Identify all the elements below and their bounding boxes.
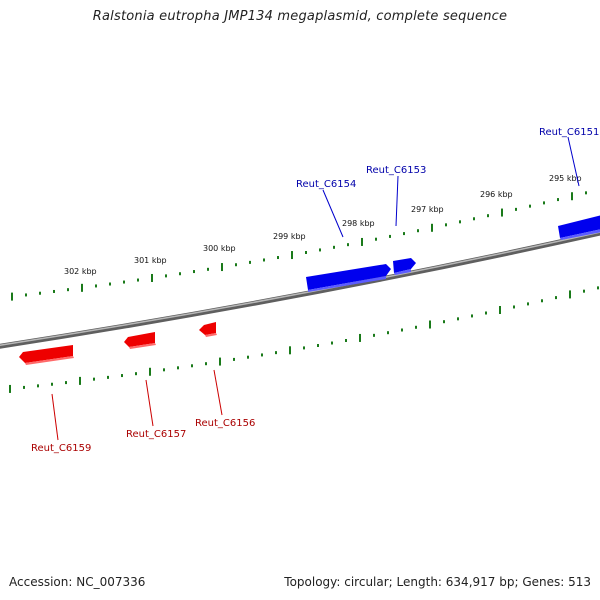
scale-label: 298 kbp [342, 219, 375, 228]
accession-text: Accession: NC_007336 [9, 575, 146, 589]
scale-label: 295 kbp [549, 174, 582, 183]
leader-line-reut-c6151 [567, 136, 580, 187]
scale-label: 301 kbp [134, 256, 167, 265]
scale-label: 302 kbp [64, 267, 97, 276]
leader-line-reut-c6159 [51, 393, 59, 441]
gene-label-reut-c6156[interactable]: Reut_C6156 [195, 418, 255, 429]
gene-label-reut-c6157[interactable]: Reut_C6157 [126, 429, 186, 440]
gene-reut-c6159[interactable] [19, 345, 74, 365]
backbone-arc [0, 230, 600, 349]
scale-label: 296 kbp [480, 190, 513, 199]
leader-line-reut-c6153 [395, 175, 399, 227]
gene-reut-c6153[interactable] [393, 258, 416, 275]
leader-line-reut-c6156 [213, 369, 223, 416]
gene-reut-c6156[interactable] [199, 322, 217, 337]
scale-label: 299 kbp [273, 232, 306, 241]
sequence-summary-text: Topology: circular; Length: 634,917 bp; … [284, 575, 591, 589]
leader-line-reut-c6157 [145, 379, 154, 427]
scale-ticks-lower [9, 286, 599, 393]
gene-reut-c6151[interactable] [558, 215, 600, 240]
gene-label-reut-c6159[interactable]: Reut_C6159 [31, 443, 91, 454]
gene-label-reut-c6154[interactable]: Reut_C6154 [296, 179, 356, 190]
gene-label-reut-c6153[interactable]: Reut_C6153 [366, 165, 426, 176]
gene-label-reut-c6151[interactable]: Reut_C6151 [539, 127, 599, 138]
gene-reut-c6157[interactable] [124, 332, 156, 349]
backbone-arc-highlight [0, 231, 600, 346]
scale-label: 300 kbp [203, 244, 236, 253]
scale-label: 297 kbp [411, 205, 444, 214]
gene-reut-c6154[interactable] [306, 264, 391, 292]
scale-ticks-upper [11, 191, 587, 301]
map-title: Ralstonia eutropha JMP134 megaplasmid, c… [92, 9, 508, 24]
leader-line-reut-c6154 [322, 189, 344, 238]
